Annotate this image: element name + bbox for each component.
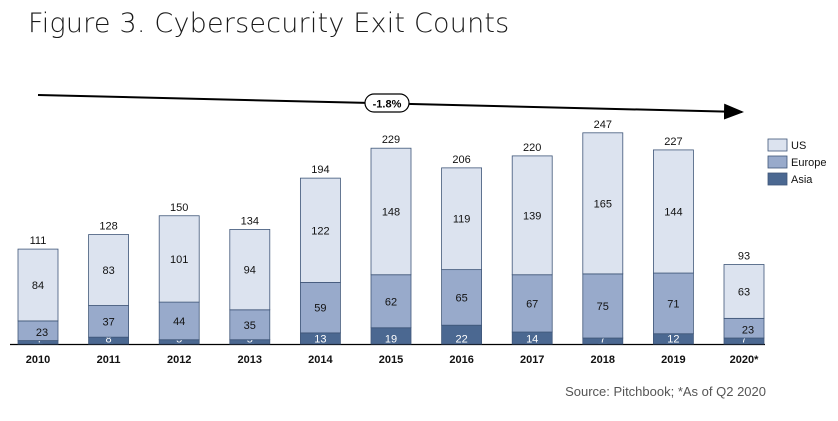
bar-label-europe-2017: 67 [526, 298, 538, 310]
bar-label-europe-2013: 35 [244, 320, 256, 332]
bar-label-us-2017: 139 [523, 210, 541, 222]
x-tick-label-2014: 2014 [308, 354, 333, 366]
chart-title: Figure 3. Cybersecurity Exit Counts [28, 8, 510, 39]
legend-label-asia: Asia [791, 174, 813, 186]
bar-total-2019: 227 [664, 136, 682, 148]
bar-label-bg-asia-2020 [739, 333, 749, 344]
x-tick-label-2019: 2019 [661, 354, 685, 366]
bar-label-asia-2011: 8 [106, 334, 112, 346]
bar-label-europe-2011: 37 [102, 316, 114, 328]
bar-label-bg-asia-2019 [666, 333, 681, 344]
bar-total-2017: 220 [523, 142, 541, 154]
bar-label-asia-2018: 7 [600, 334, 606, 346]
bar-label-europe-2019: 71 [667, 298, 679, 310]
trend-label-box [364, 93, 410, 113]
legend-swatch-europe [767, 155, 788, 169]
x-tick-label-2016: 2016 [449, 354, 473, 366]
bar-label-europe-2016: 65 [455, 292, 467, 304]
bar-label-us-2010: 84 [32, 280, 44, 292]
bar-us-2015 [370, 147, 412, 276]
x-tick-label-2011: 2011 [97, 354, 121, 366]
x-tick-label-2010: 2010 [26, 354, 50, 366]
bar-label-europe-2020: 23 [742, 324, 754, 336]
bar-label-us-2018: 165 [594, 198, 612, 210]
bar-label-us-2019: 144 [664, 206, 682, 218]
bar-label-bg-asia-2016 [454, 333, 469, 344]
bar-label-europe-2012: 44 [173, 316, 185, 328]
bar-us-2011 [88, 234, 129, 306]
trend-label: -1.8% [373, 99, 402, 111]
bars-group: 4238411120108378312820115441011502012535… [10, 119, 765, 366]
legend-swatch-us [767, 138, 788, 152]
bar-label-asia-2015: 19 [385, 334, 397, 346]
bar-europe-2015 [370, 274, 412, 329]
trend-arrow-group: -1.8% [37, 93, 744, 120]
bar-label-europe-2018: 75 [597, 301, 609, 313]
bar-label-asia-2017: 14 [526, 334, 538, 346]
bar-europe-2014 [299, 282, 341, 334]
bar-label-us-2014: 122 [311, 225, 329, 237]
bar-us-2014 [299, 177, 341, 283]
x-tick-label-2013: 2013 [238, 354, 262, 366]
bar-label-bg-asia-2017 [525, 333, 540, 344]
bar-label-bg-asia-2011 [104, 333, 114, 344]
x-tick-label-2017: 2017 [520, 354, 544, 366]
bar-label-bg-asia-2014 [313, 333, 328, 344]
bar-europe-2011 [88, 305, 129, 338]
bar-label-us-2020: 63 [738, 286, 750, 298]
bar-us-2013 [229, 229, 271, 311]
source-note: Source: Pitchbook; *As of Q2 2020 [565, 384, 766, 399]
bar-label-us-2015: 148 [382, 206, 400, 218]
x-tick-label-2020: 2020* [730, 354, 759, 366]
bar-label-us-2011: 83 [102, 265, 114, 277]
bar-label-asia-2016: 22 [455, 334, 467, 346]
bar-total-2020: 93 [738, 250, 750, 262]
bar-total-2014: 194 [311, 164, 329, 176]
bar-us-2018 [582, 132, 624, 275]
bar-us-2012 [158, 215, 200, 303]
bar-europe-2017 [511, 274, 553, 333]
bar-europe-2019 [653, 272, 694, 335]
bar-total-2012: 150 [170, 202, 188, 214]
bar-label-us-2013: 94 [244, 265, 256, 277]
bar-label-bg-asia-2018 [598, 333, 608, 344]
bar-label-asia-2019: 12 [667, 334, 679, 346]
bar-europe-2012 [158, 301, 200, 341]
bar-us-2016 [441, 167, 483, 271]
x-tick-label-2012: 2012 [167, 354, 191, 366]
legend-label-europe: Europe [791, 157, 826, 169]
bar-label-bg-asia-2015 [384, 333, 398, 344]
bar-label-us-2012: 101 [170, 254, 188, 266]
bar-total-2011: 128 [99, 221, 117, 233]
bar-total-2013: 134 [241, 215, 259, 227]
bar-label-asia-2020: 7 [741, 334, 747, 346]
legend-swatch-asia [767, 172, 788, 186]
bar-label-us-2016: 119 [453, 214, 471, 226]
bar-total-2016: 206 [452, 154, 470, 166]
legend-label-us: US [791, 140, 806, 152]
bar-us-2010 [17, 248, 59, 322]
bar-europe-2016 [441, 269, 483, 326]
bar-label-asia-2014: 13 [314, 334, 326, 346]
bar-total-2015: 229 [382, 134, 400, 146]
bar-us-2020 [723, 264, 765, 319]
bar-us-2019 [653, 149, 694, 274]
bar-label-europe-2015: 62 [385, 296, 397, 308]
bar-total-2010: 111 [30, 235, 47, 247]
bar-total-2018: 247 [594, 119, 612, 131]
x-tick-label-2015: 2015 [379, 354, 403, 366]
legend: US Europe Asia [767, 138, 826, 186]
bar-label-europe-2010: 23 [36, 327, 48, 339]
x-tick-label-2018: 2018 [591, 354, 615, 366]
bar-us-2017 [511, 155, 553, 276]
bar-label-europe-2014: 59 [314, 303, 326, 315]
